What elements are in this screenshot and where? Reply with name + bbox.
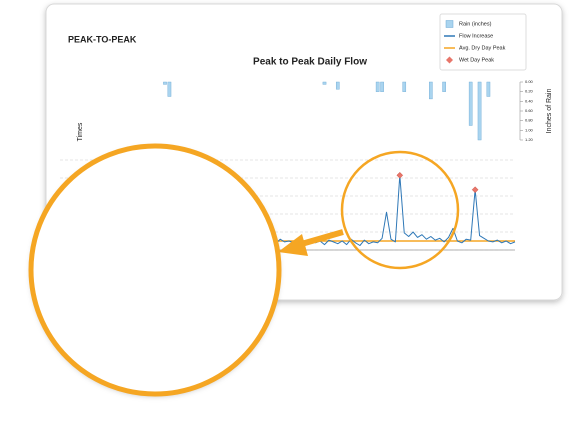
- rain-bar: [486, 81, 491, 97]
- legend-label: Avg. Dry Day Peak: [459, 45, 506, 51]
- rain-bar: [167, 81, 172, 97]
- rain-bar: [402, 81, 407, 92]
- legend-label: Wet Day Peak: [459, 57, 494, 63]
- legend-swatch: [446, 56, 453, 64]
- legend-label: Rain (inches): [459, 21, 492, 27]
- rain-bar: [163, 81, 167, 85]
- y2-tick-label: 0.40: [525, 98, 534, 103]
- rain-bar: [429, 81, 433, 100]
- arrow-shaft: [297, 229, 344, 248]
- y2-tick-label: 0.00: [525, 79, 534, 84]
- y2-axis-label: Inches of Rain: [546, 89, 553, 134]
- legend-label: Flow Increase: [459, 33, 493, 39]
- rain-bar: [335, 81, 340, 90]
- y2-tick-label: 1.00: [525, 127, 534, 132]
- wet-day-peak: [396, 172, 404, 179]
- rain-bar: [380, 81, 384, 92]
- arrow-head: [278, 234, 308, 256]
- y2-tick-label: 0.60: [525, 108, 534, 113]
- zoom-back: [31, 146, 279, 394]
- rain-bar: [477, 81, 482, 141]
- rain-bar: [442, 81, 446, 92]
- wet-day-peak: [471, 186, 479, 193]
- y-axis-label: Times: [77, 122, 84, 141]
- rain-bar: [375, 81, 380, 92]
- y2-tick-label: 0.80: [525, 118, 534, 123]
- y2-tick-label: 0.20: [525, 89, 534, 94]
- magnifier: [28, 143, 460, 397]
- legend-box: [439, 13, 527, 71]
- legend: Rain (inches) Flow Increase Avg. Dry Day P…: [444, 20, 506, 64]
- rain-bar: [468, 81, 473, 126]
- chart-title: Peak to Peak Daily Flow: [253, 57, 367, 68]
- page-title: PEAK-TO-PEAK: [68, 34, 137, 44]
- legend-swatch: [445, 20, 454, 28]
- rain-bar: [322, 81, 327, 85]
- zoom-ring: [28, 143, 282, 397]
- y2-tick-label: 1.20: [525, 137, 534, 142]
- focus-ring: [340, 150, 460, 270]
